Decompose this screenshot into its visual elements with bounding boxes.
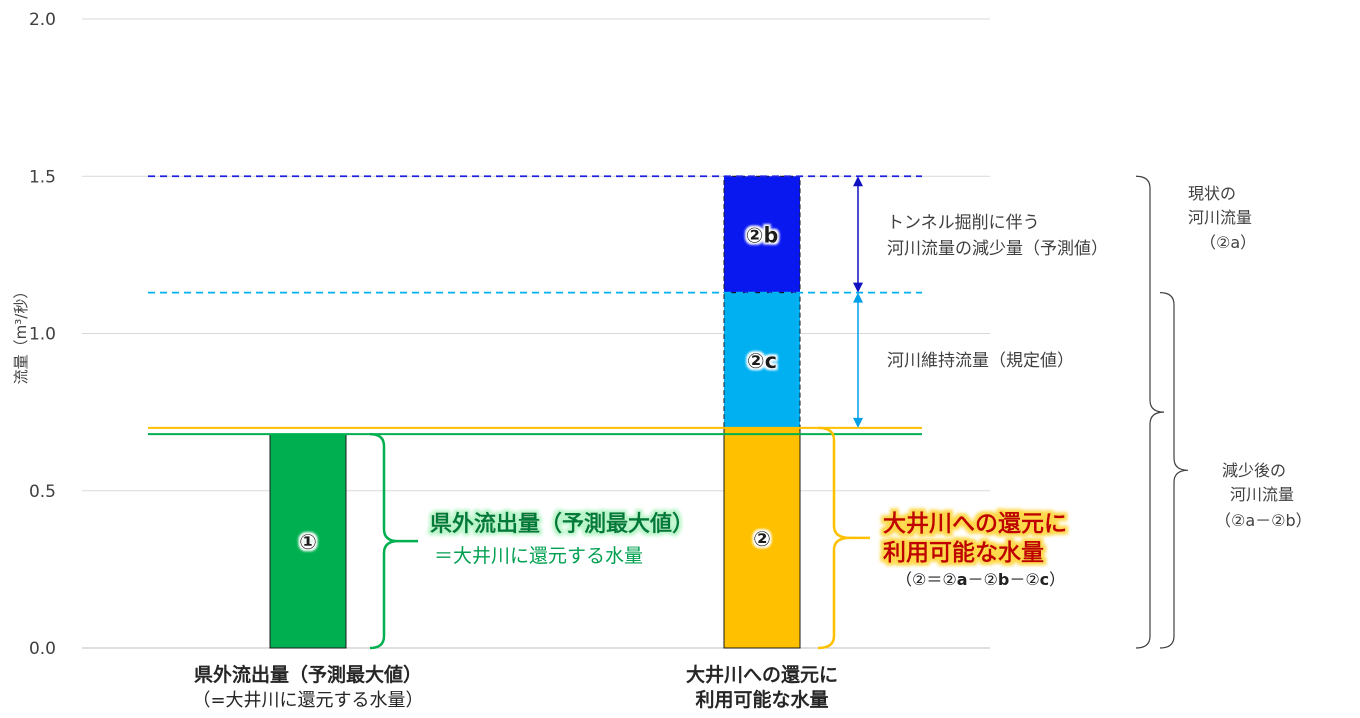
tunnel-reduction-arrow-head-top [853,176,863,187]
y-axis-label: 流量（m³/秒） [12,284,30,385]
maintenance-flow-label: 河川維持流量（規定値） [887,351,1074,371]
formula-part-e: －② [1009,570,1039,589]
formula-part-g: ） [1049,570,1065,589]
bars: ① ② ②c ②b [269,175,801,649]
maintenance-flow-arrow-head-top [853,292,863,303]
reduced-flow-brace [1159,292,1189,649]
available-brace [817,426,851,650]
reference-lines [148,175,922,436]
available-annotation-line2: 利用可能な水量 [883,539,1044,566]
reduced-flow-label-line3: （②a－②b） [1215,511,1312,530]
bar-segment [723,292,801,429]
y-axis-ticks: 0.0 0.5 1.0 1.5 2.0 [29,10,56,659]
y-tick-label: 1.0 [29,325,56,345]
outflow-annotation-subtitle: ＝大井川に還元する水量 [434,545,643,567]
reduced-flow-label-line2: 河川流量 [1230,485,1294,504]
x-category-1-line1: 県外流出量（予測最大値） [194,663,422,686]
annotation-texts: トンネル掘削に伴う 河川流量の減少量（予測値） 河川維持流量（規定値） 県外流出… [192,184,1311,711]
y-tick-label: 1.5 [29,167,56,187]
outflow-brace [369,432,399,650]
outflow-annotation-title: 県外流出量（予測最大値） [430,511,694,537]
formula-part-d: b [998,570,1009,589]
x-category-1-line2: （=大井川に還元する水量） [192,690,423,711]
x-category-2-line2: 利用可能な水量 [695,688,828,711]
reduced-flow-label-line1: 減少後の [1222,461,1286,480]
current-flow-brace [1135,175,1165,649]
formula-part-a: （②＝② [896,570,957,589]
bar-label: ① [299,530,317,554]
current-flow-label-line3: （②a） [1200,233,1256,252]
formula-part-c: －② [968,570,998,589]
x-category-2-line1: 大井川への還元に [686,663,838,686]
maintenance-flow-arrow-head-bottom [853,417,863,428]
bar-segment [269,433,347,649]
bar-label: ②c [747,349,777,373]
y-tick-label: 2.0 [29,10,56,30]
formula-part-f: c [1040,570,1049,589]
bar-segment [723,175,801,294]
bar-label: ②b [746,223,779,247]
tunnel-reduction-arrow-head-bottom [853,282,863,293]
y-tick-label: 0.0 [29,639,56,659]
current-flow-label-line2: 河川流量 [1188,208,1252,227]
annotation-marks [369,175,1189,650]
bar-segment [723,427,801,649]
tunnel-reduction-label-line1: トンネル掘削に伴う [887,213,1040,233]
available-annotation-line1: 大井川への還元に [883,510,1067,537]
bar-label: ② [753,527,771,551]
formula-part-b: a [957,570,968,589]
current-flow-label-line1: 現状の [1188,184,1236,203]
available-formula: （②＝②a－②b－②c） [896,570,1065,589]
tunnel-reduction-label-line2: 河川流量の減少量（予測値） [887,239,1108,259]
y-tick-label: 0.5 [29,482,56,502]
